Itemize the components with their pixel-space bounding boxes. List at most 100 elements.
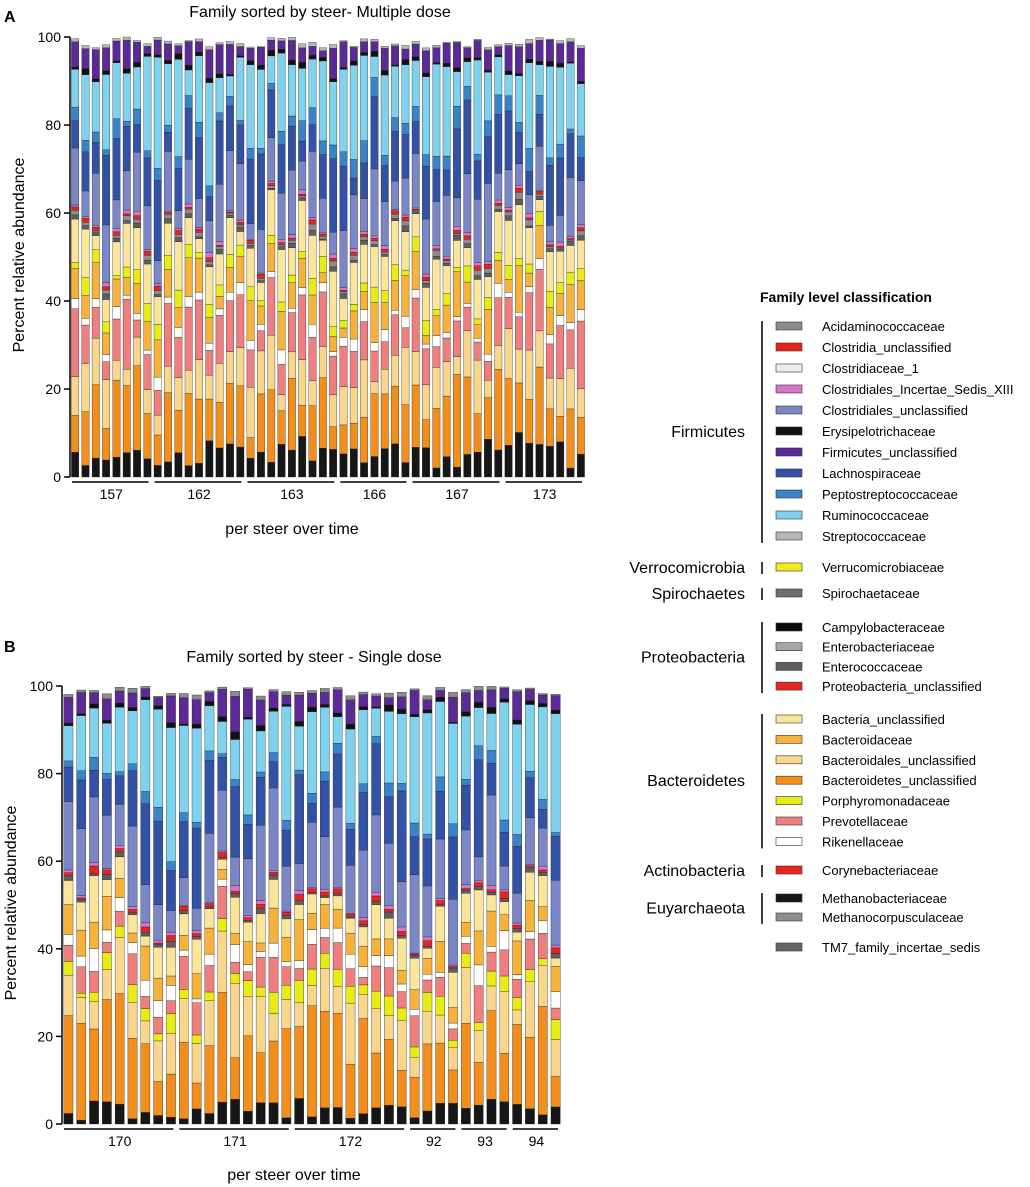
bar-segment-erysipelotrichaceae [114,702,125,708]
bar-segment-bacteria_unclassified [153,296,162,325]
bar-segment-acidaminococcaceae [409,688,420,691]
bar-segment-bacteroidaceae [473,930,484,966]
bar-segment-bacteroidaceae [298,258,307,288]
bar-segment-clostridiales_unclassified [358,849,369,918]
bar-segment-bacteroidetes_unclassified [246,437,255,459]
bar-segment-ruminococcaceae [432,63,441,157]
legend-swatch-clostridiales_incertae_sedis_xiii [775,384,803,394]
bar-segment-clostridia_unclassified [371,895,381,902]
legend-title: Family level classification [760,289,932,305]
bar-segment-bacteria_unclassified [345,918,356,934]
bar-segment-porphyromonadaceae [153,1033,163,1042]
bar-segment-erysipelotrichaceae [298,62,307,69]
bar-segment-lachnospiraceae [230,786,240,858]
bar-segment-methanobacteriaceae [345,1118,356,1125]
bar-segment-clostridiales_unclassified [122,170,131,211]
bar-segment-ruminococcaceae [255,730,266,773]
bar-segment-prevotellaceae [153,390,162,416]
group-labels-b: 170 171 172 92 93 94 [64,1128,558,1149]
bar-segment-bacteroidaceae [287,282,296,309]
bar-segment-clostridia_unclassified [432,248,441,251]
bar-segment-ruminococcaceae [494,56,503,96]
bar-segment-bacteroidaceae [63,904,74,935]
bar-segment-clostridia_unclassified [102,286,111,291]
bar-segment-methanobacteriaceae [140,1112,151,1125]
bar-segment-clostridia_unclassified [512,925,522,929]
bar-segment-methanobacteriaceae [153,465,162,478]
bar-segment-lachnospiraceae [236,124,245,164]
bar-segment-bacteroidetes_unclassified [504,378,513,446]
bar-segment-enterococcaceae [384,911,394,919]
bar-segment-lachnospiraceae [76,779,87,829]
bar-segment-clostridia_unclassified [380,249,389,253]
bar-segment-rikenellaceae [184,296,193,308]
bar-segment-clostridia_unclassified [71,206,80,211]
bar-segment-bacteroidales_unclassified [411,351,420,386]
bar-segment-clostridiales_unclassified [411,153,420,209]
bars-b [63,686,561,1125]
y-tick-label: 40 [45,293,61,309]
bar-segment-bacteria_unclassified [448,972,458,1008]
bar-segment-clostridia_unclassified [294,894,304,901]
bar-segment-bacteria_unclassified [409,958,420,990]
bar-segment-bacteroidetes_unclassified [332,1013,343,1108]
bar-segment-peptostreptococcaceae [153,168,162,181]
bar-segment-acidaminococcaceae [432,250,441,257]
bar-segment-enterococcaceae [277,246,286,250]
bar-segment-streptococcaceae [453,41,461,43]
bar-segment-rikenellaceae [140,979,151,997]
bar-segment-bacteroidaceae [329,336,338,352]
bar-segment-peptostreptococcaceae [257,148,265,155]
bar-segment-bacteroidales_unclassified [545,377,554,410]
bar-segment-bacteroidetes_unclassified [401,404,410,463]
bar-segment-enterococcaceae [512,928,522,933]
bar-segment-lachnospiraceae [432,169,441,202]
bar-segment-bacteroidaceae [127,932,138,943]
bar-segment-clostridiales_unclassified [370,168,379,237]
bar-segment-bacteroidaceae [453,271,461,317]
bar-segment-firmicutes_unclassified [345,699,356,725]
bar-segment-porphyromonadaceae [114,925,125,938]
bar-segment-streptococcaceae [576,45,585,49]
legend-label: Peptostreptococcaceae [822,487,958,502]
stacked-bar [76,689,87,1125]
bar-segment-enterococcaceae [140,932,151,937]
bar-segment-clostridiales_unclassified [195,198,203,228]
bar-segment-methanobacteriaceae [537,1114,548,1125]
bar-segment-enterococcaceae [287,243,296,249]
bar-segment-porphyromonadaceae [230,973,240,984]
bar-segment-bacteroidaceae [243,941,253,965]
bar-segment-bacteria_unclassified [339,298,348,321]
bar-segment-bacteria_unclassified [396,938,407,971]
bar-segment-bacteria_unclassified [298,200,307,252]
bar-segment-prevotellaceae [281,966,292,986]
bar-segment-clostridia_unclassified [140,926,151,933]
bar-segment-bacteria_unclassified [432,259,441,310]
bar-segment-clostridiales_incertae_sedis_xiii [195,227,203,230]
bar-segment-erysipelotrichaceae [102,720,112,724]
bar-segment-porphyromonadaceae [461,953,471,968]
bar-segment-acidaminococcaceae [435,687,445,691]
bar-segment-lachnospiraceae [166,870,176,911]
bar-segment-porphyromonadaceae [473,318,482,325]
bar-segment-clostridiales_incertae_sedis_xiii [166,931,176,936]
bar-segment-erysipelotrichaceae [461,711,471,717]
bar-segment-clostridiales_unclassified [127,825,138,907]
bar-segment-bacteroidales_unclassified [174,377,183,411]
legend-swatch-bacteroidetes_unclassified [775,775,803,785]
bar-segment-clostridiales_unclassified [179,877,189,906]
legend-swatch-ruminococcaceae [775,510,803,520]
bar-segment-lachnospiraceae [81,151,90,192]
bar-segment-lachnospiraceae [153,820,163,905]
bar-segment-acidaminococcaceae [396,692,407,698]
bar-segment-prevotellaceae [143,354,152,390]
bar-segment-bacteroidaceae [566,284,575,323]
bar-segment-bacteroidales_unclassified [102,969,112,1000]
bar-segment-porphyromonadaceae [205,304,214,318]
bar-segment-methanobacteriaceae [217,1101,228,1125]
bar-segment-porphyromonadaceae [294,980,304,1004]
bar-segment-bacteroidaceae [71,268,80,299]
bar-segment-porphyromonadaceae [166,1013,176,1034]
bar-segment-clostridia_unclassified [164,212,172,215]
legend-swatch-rikenellaceae [775,837,803,846]
